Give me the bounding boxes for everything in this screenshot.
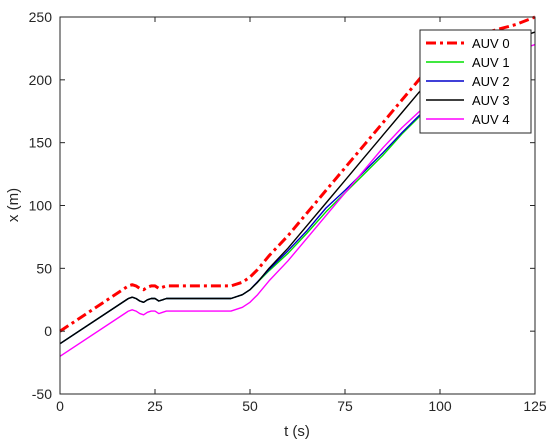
y-tick-label: 100 xyxy=(29,198,53,214)
y-tick-label: 150 xyxy=(29,135,53,151)
legend-entry-label: AUV 4 xyxy=(472,112,510,127)
x-tick-label: 0 xyxy=(56,398,64,414)
y-axis-label: x (m) xyxy=(5,188,22,222)
x-axis-label: t (s) xyxy=(284,423,310,440)
legend-entry-label: AUV 2 xyxy=(472,74,510,89)
y-tick-label: 0 xyxy=(44,323,52,339)
y-tick-label: 250 xyxy=(29,9,53,25)
legend: AUV 0 AUV 1 AUV 2 AUV 3 AUV 4 xyxy=(419,29,532,134)
legend-entry-label: AUV 1 xyxy=(472,55,510,70)
y-tick-label: 50 xyxy=(36,260,52,276)
x-tick-label: 25 xyxy=(147,398,163,414)
legend-entry-label: AUV 3 xyxy=(472,93,510,108)
y-tick-label: -50 xyxy=(32,386,52,402)
x-tick-label: 125 xyxy=(523,398,547,414)
x-tick-label: 75 xyxy=(337,398,353,414)
y-tick-label: 200 xyxy=(29,72,53,88)
x-tick-label: 50 xyxy=(242,398,258,414)
x-tick-label: 100 xyxy=(428,398,452,414)
legend-entry-label: AUV 0 xyxy=(472,36,510,51)
